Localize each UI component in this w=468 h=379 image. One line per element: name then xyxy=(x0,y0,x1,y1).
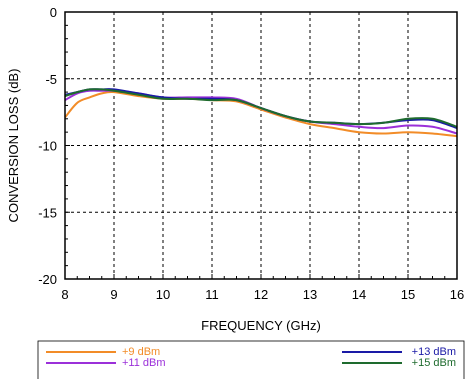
x-axis-title: FREQUENCY (GHz) xyxy=(201,318,321,333)
y-tick-label: -10 xyxy=(38,139,57,154)
y-tick-label: -5 xyxy=(45,72,57,87)
x-tick-label: 12 xyxy=(254,287,268,302)
x-tick-label: 14 xyxy=(352,287,366,302)
series-lines xyxy=(64,88,458,138)
y-tick-label: 0 xyxy=(50,5,57,20)
x-tick-label: 9 xyxy=(110,287,117,302)
legend-box xyxy=(37,340,465,379)
tick-labels: 8 9 10 11 12 13 14 15 16 0 -5 -10 -15 -20 xyxy=(38,5,464,302)
y-tick-label: -20 xyxy=(38,272,57,287)
x-tick-label: 10 xyxy=(156,287,170,302)
x-tick-label: 11 xyxy=(205,287,219,302)
series-line xyxy=(64,89,458,135)
axis-ticks xyxy=(64,11,458,280)
series-line xyxy=(64,91,458,138)
series-line xyxy=(64,88,458,128)
legend-label: +11 dBm xyxy=(122,357,166,369)
legend-label: +9 dBm xyxy=(122,346,160,358)
y-axis-title: CONVERSION LOSS (dB) xyxy=(6,69,21,223)
y-tick-label: -15 xyxy=(38,205,57,220)
x-tick-label: 16 xyxy=(450,287,464,302)
x-tick-label: 8 xyxy=(61,287,68,302)
legend-label: +15 dBm xyxy=(412,357,456,369)
grid xyxy=(65,12,457,279)
legend: +9 dBm+11 dBm +13 dBm+15 dBm xyxy=(46,346,456,369)
legend-label: +13 dBm xyxy=(412,346,456,358)
x-tick-label: 13 xyxy=(303,287,317,302)
x-tick-label: 15 xyxy=(401,287,415,302)
